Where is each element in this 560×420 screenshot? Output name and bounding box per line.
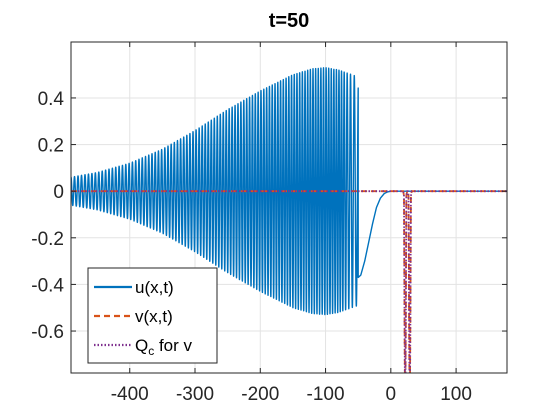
series-layer (71, 67, 507, 373)
x-tick-label: -200 (241, 384, 279, 405)
legend-label: Qc for v (135, 336, 193, 358)
plot-frame (70, 41, 508, 374)
series-u-line (71, 67, 507, 316)
y-tick-label: 0.4 (38, 89, 65, 110)
x-tick-label: -100 (307, 384, 345, 405)
x-tick-label: 0 (386, 384, 397, 405)
legend: u(x,t) v(x,t) Qc for v (87, 267, 218, 364)
series-qc-line (71, 190, 507, 373)
legend-label: u(x,t) (135, 278, 174, 297)
y-tick-label: 0 (53, 182, 64, 203)
x-tick-label: -400 (111, 384, 149, 405)
x-tick-label: 100 (440, 384, 472, 405)
y-tick-label: -0.2 (31, 229, 64, 250)
axis-ticks: -400 -300 -200 -100 0 100 0.4 0.2 0 -0.2 -0.4 -0.6 (31, 42, 507, 405)
legend-label: v(x,t) (135, 307, 173, 326)
x-tick-label: -300 (176, 384, 214, 405)
y-tick-label: -0.6 (31, 322, 64, 343)
y-tick-label: 0.2 (38, 136, 64, 157)
chart-title: t=50 (269, 10, 310, 32)
series-v-line (71, 190, 507, 373)
y-tick-label: -0.4 (31, 275, 64, 296)
